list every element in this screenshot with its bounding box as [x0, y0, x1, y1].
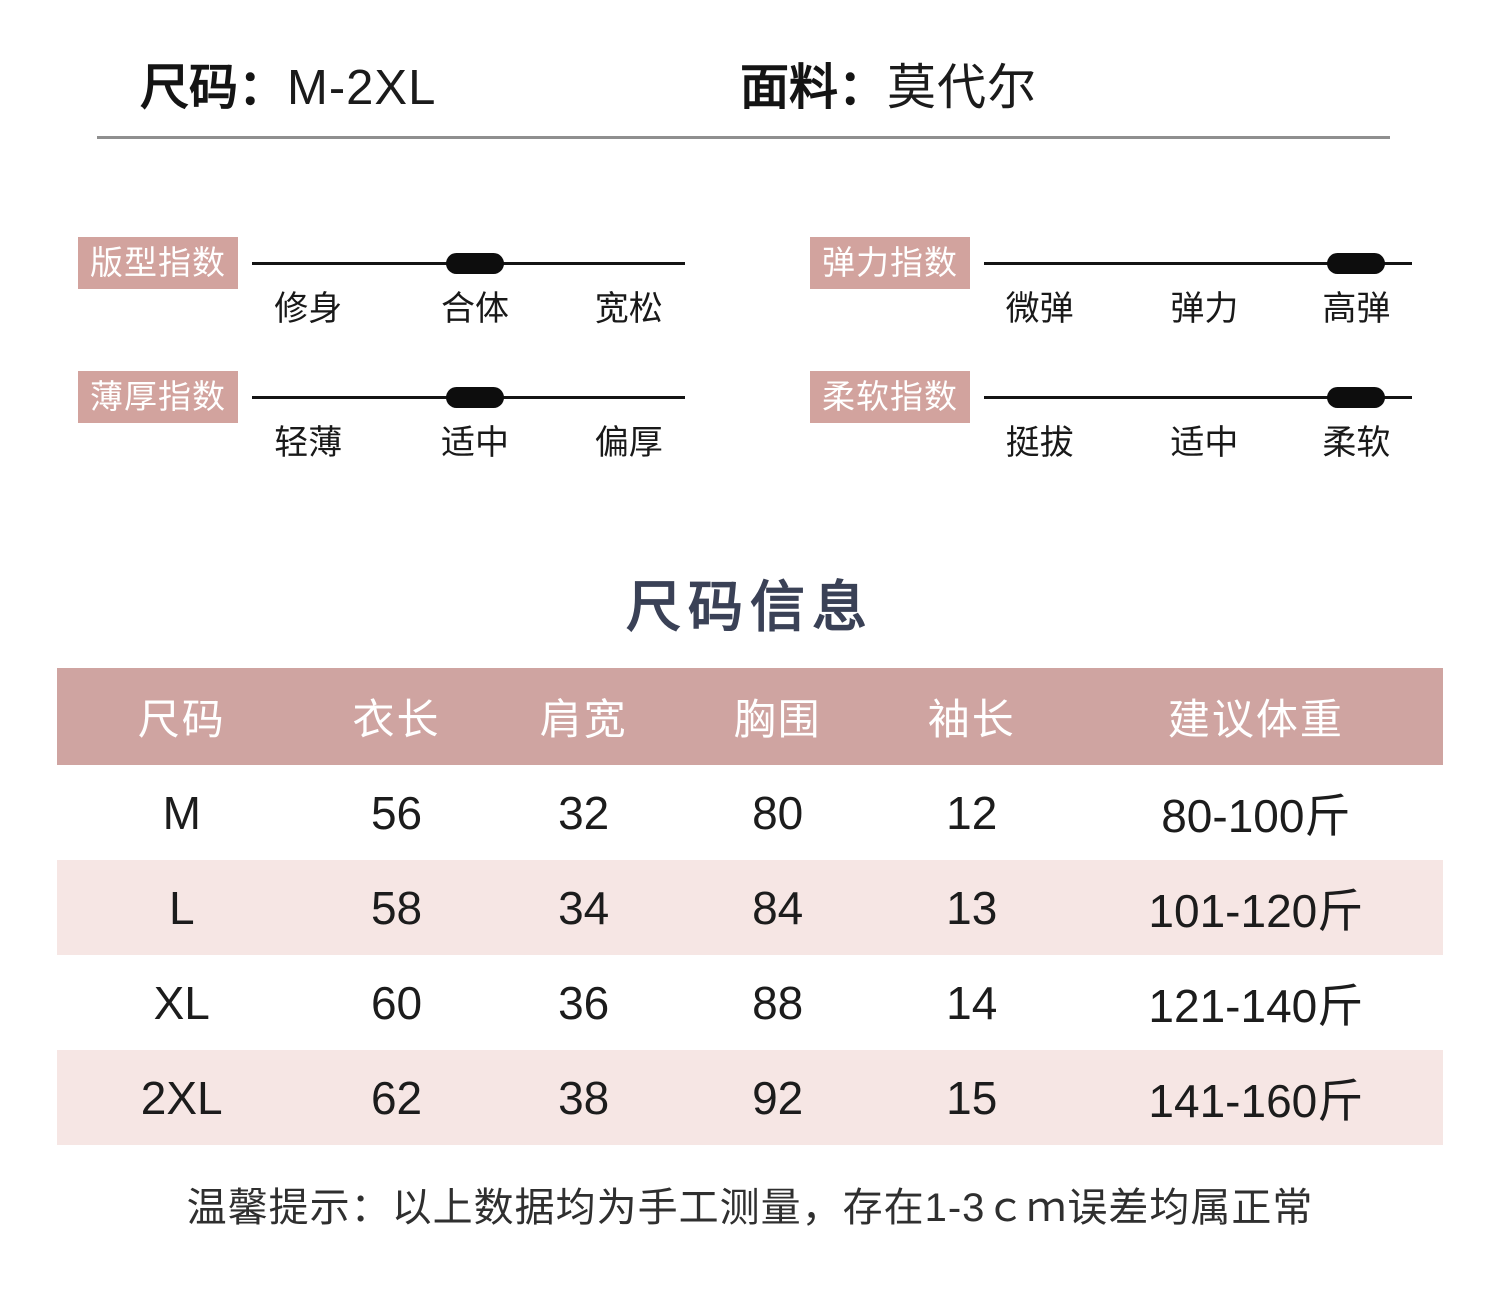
scale-line [252, 253, 685, 274]
indicator-fit-badge: 版型指数 [78, 237, 238, 289]
cell-size: 2XL [140, 1071, 223, 1124]
cell-size: L [168, 881, 195, 934]
size-range-value: M-2XL [287, 61, 437, 115]
cell-length: 56 [370, 786, 423, 839]
scale-labels: 挺拔 适中 柔软 [984, 415, 1412, 462]
cell-sleeve: 13 [946, 881, 998, 934]
col-header-bust: 胸围 [733, 696, 822, 743]
cell-shoulder: 36 [558, 976, 610, 1029]
cell-size: XL [153, 976, 210, 1029]
scale-label: 柔软 [1322, 424, 1391, 462]
size-table-header-row: 尺码 衣长 肩宽 胸围 袖长 建议体重 [57, 668, 1443, 765]
cell-bust: 84 [752, 881, 804, 934]
indicator-fit: 版型指数 修身 合体 宽松 [78, 237, 685, 328]
cell-bust: 88 [752, 976, 804, 1029]
header-divider [97, 136, 1390, 139]
cell-length: 58 [370, 881, 423, 934]
scale-marker [445, 387, 504, 408]
indicator-thickness-scale: 轻薄 适中 偏厚 [252, 371, 685, 462]
scale-labels: 微弹 弹力 高弹 [984, 281, 1412, 328]
cell-sleeve: 15 [946, 1071, 998, 1124]
scale-labels: 修身 合体 宽松 [252, 281, 685, 328]
indicator-softness-badge: 柔软指数 [810, 371, 970, 423]
table-row: XL 60 36 88 14 121-140斤 [57, 955, 1443, 1050]
table-row: M 56 32 80 12 80-100斤 [57, 765, 1443, 860]
fabric-label: 面料： [740, 61, 888, 115]
cell-shoulder: 38 [558, 1071, 610, 1124]
indicator-fit-scale: 修身 合体 宽松 [252, 237, 685, 328]
col-header-size: 尺码 [137, 696, 226, 743]
col-header-sleeve: 袖长 [927, 696, 1016, 743]
indicator-elasticity: 弹力指数 微弹 弹力 高弹 [810, 237, 1412, 328]
scale-labels: 轻薄 适中 偏厚 [252, 415, 685, 462]
scale-label: 高弹 [1322, 290, 1391, 328]
size-table-title: 尺码信息 [625, 576, 874, 638]
scale-label: 宽松 [594, 290, 663, 328]
cell-weight: 80-100斤 [1161, 789, 1351, 842]
cell-length: 62 [370, 1071, 423, 1124]
scale-line [252, 387, 685, 408]
indicator-thickness-badge: 薄厚指数 [78, 371, 238, 423]
cell-weight: 121-140斤 [1148, 979, 1364, 1032]
scale-label: 适中 [1170, 424, 1239, 462]
cell-bust: 80 [752, 786, 804, 839]
cell-sleeve: 12 [946, 786, 998, 839]
scale-marker [1327, 387, 1386, 408]
size-range-spec: 尺码：M-2XL [140, 48, 436, 119]
cell-shoulder: 34 [558, 881, 610, 934]
cell-length: 60 [370, 976, 423, 1029]
scale-line [984, 253, 1412, 274]
top-spec-header: 尺码：M-2XL 面料：莫代尔 [0, 48, 1500, 118]
scale-label: 轻薄 [274, 424, 343, 462]
scale-label: 合体 [440, 290, 509, 328]
indicator-elasticity-scale: 微弹 弹力 高弹 [984, 237, 1412, 328]
col-header-length: 衣长 [352, 696, 441, 743]
cell-weight: 101-120斤 [1148, 884, 1364, 937]
scale-label: 修身 [274, 290, 343, 328]
indicator-thickness: 薄厚指数 轻薄 适中 偏厚 [78, 371, 685, 462]
indicator-softness: 柔软指数 挺拔 适中 柔软 [810, 371, 1412, 462]
measurement-note: 温馨提示：以上数据均为手工测量，存在1-3ｃｍ误差均属正常 [186, 1186, 1314, 1230]
cell-sleeve: 14 [946, 976, 998, 1029]
cell-bust: 92 [752, 1071, 804, 1124]
indicator-softness-scale: 挺拔 适中 柔软 [984, 371, 1412, 462]
scale-label: 挺拔 [1005, 424, 1074, 462]
cell-weight: 141-160斤 [1148, 1074, 1364, 1127]
scale-label: 微弹 [1005, 290, 1074, 328]
table-row: L 58 34 84 13 101-120斤 [57, 860, 1443, 955]
size-range-label: 尺码： [140, 61, 288, 115]
scale-line [984, 387, 1412, 408]
scale-marker [1327, 253, 1386, 274]
col-header-weight: 建议体重 [1167, 696, 1344, 743]
fabric-spec: 面料：莫代尔 [740, 48, 1037, 119]
indicator-elasticity-badge: 弹力指数 [810, 237, 970, 289]
cell-shoulder: 32 [558, 786, 610, 839]
scale-label: 弹力 [1170, 290, 1239, 328]
scale-label: 适中 [440, 424, 509, 462]
scale-label: 偏厚 [594, 424, 663, 462]
table-row: 2XL 62 38 92 15 141-160斤 [57, 1050, 1443, 1145]
fabric-value: 莫代尔 [887, 61, 1038, 115]
scale-marker [445, 253, 504, 274]
cell-size: M [162, 786, 201, 839]
size-table: 尺码 衣长 肩宽 胸围 袖长 建议体重 M 56 32 80 12 80-100… [57, 668, 1443, 1145]
col-header-shoulder: 肩宽 [539, 696, 628, 743]
